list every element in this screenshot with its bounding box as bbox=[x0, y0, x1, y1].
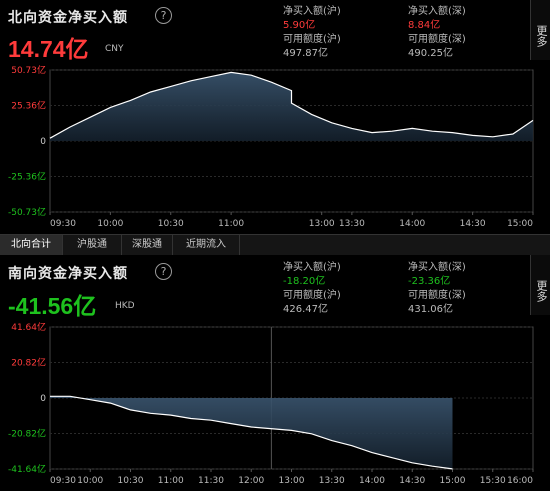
y-tick-label: -50.73亿 bbox=[8, 206, 46, 218]
tab-north-total[interactable]: 北向合计 bbox=[0, 235, 63, 255]
north-chart: 50.73亿 25.36亿 0 -25.36亿 -50.73亿 09:30 10:00 10:… bbox=[0, 62, 550, 234]
x-tick-label: 11:00 bbox=[218, 219, 244, 229]
south-total: -41.56亿 bbox=[8, 287, 96, 321]
series-area bbox=[50, 72, 533, 141]
tab-shenzhen-connect[interactable]: 深股通 bbox=[122, 235, 173, 255]
x-tick-label: 11:30 bbox=[198, 476, 224, 486]
x-tick-label: 15:00 bbox=[440, 476, 466, 486]
x-tick-label: 13:30 bbox=[339, 219, 365, 229]
tab-shanghai-connect[interactable]: 沪股通 bbox=[63, 235, 122, 255]
x-tick-label: 10:00 bbox=[77, 476, 103, 486]
north-more-button[interactable]: 更多 bbox=[530, 0, 550, 60]
x-tick-label: 13:30 bbox=[319, 476, 345, 486]
x-tick-label: 09:30 bbox=[50, 219, 76, 229]
north-avail-sz-value: 490.25亿 bbox=[408, 44, 453, 59]
tab-recent-inflow[interactable]: 近期流入 bbox=[173, 235, 240, 255]
x-tick-label: 14:30 bbox=[460, 219, 486, 229]
south-currency: HKD bbox=[115, 301, 135, 311]
x-tick-label: 10:30 bbox=[118, 476, 144, 486]
north-help-icon[interactable]: ? bbox=[155, 7, 172, 24]
north-title: 北向资金净买入额 bbox=[8, 7, 128, 27]
north-net-sz-value: 8.84亿 bbox=[408, 16, 440, 31]
south-avail-sh-value: 426.47亿 bbox=[283, 300, 328, 315]
x-tick-label: 12:00 bbox=[238, 476, 264, 486]
south-avail-sh-label: 可用额度(沪) bbox=[283, 286, 341, 301]
south-avail-sz-label: 可用额度(深) bbox=[408, 286, 466, 301]
north-avail-sz-label: 可用额度(深) bbox=[408, 30, 466, 45]
tab-bar: 北向合计 沪股通 深股通 近期流入 bbox=[0, 234, 550, 256]
south-net-sh-label: 净买入额(沪) bbox=[283, 258, 341, 273]
south-more-button[interactable]: 更多 bbox=[530, 255, 550, 315]
y-tick-label: 50.73亿 bbox=[11, 64, 46, 76]
south-avail-sz-value: 431.06亿 bbox=[408, 300, 453, 315]
y-tick-label: -25.36亿 bbox=[8, 170, 46, 182]
y-tick-label: -20.82亿 bbox=[8, 428, 46, 440]
north-currency: CNY bbox=[105, 44, 124, 54]
south-net-sz-label: 净买入额(深) bbox=[408, 258, 466, 273]
y-tick-label: 25.36亿 bbox=[11, 100, 46, 112]
x-tick-label: 14:00 bbox=[399, 219, 425, 229]
x-tick-label: 11:00 bbox=[158, 476, 184, 486]
x-tick-label: 13:00 bbox=[279, 476, 305, 486]
y-tick-label: 0 bbox=[40, 394, 46, 404]
x-tick-label: 15:30 bbox=[480, 476, 506, 486]
south-title: 南向资金净买入额 bbox=[8, 263, 128, 283]
north-avail-sh-label: 可用额度(沪) bbox=[283, 30, 341, 45]
north-net-sh-label: 净买入额(沪) bbox=[283, 2, 341, 17]
x-tick-label: 10:00 bbox=[97, 219, 123, 229]
north-net-sz-label: 净买入额(深) bbox=[408, 2, 466, 17]
north-avail-sh-value: 497.87亿 bbox=[283, 44, 328, 59]
x-tick-label: 13:00 bbox=[309, 219, 335, 229]
x-tick-label: 14:00 bbox=[359, 476, 385, 486]
y-tick-label: 20.82亿 bbox=[11, 357, 46, 369]
x-tick-label: 10:30 bbox=[158, 219, 184, 229]
x-tick-label: 09:30 bbox=[50, 476, 76, 486]
north-panel: 北向资金净买入额 ? 14.74亿 CNY 净买入额(沪) 5.90亿 可用额度… bbox=[0, 0, 550, 234]
y-tick-label: 41.64亿 bbox=[11, 321, 46, 333]
x-tick-label: 14:30 bbox=[399, 476, 425, 486]
north-total: 14.74亿 bbox=[8, 30, 89, 64]
south-net-sh-value: -18.20亿 bbox=[283, 272, 325, 287]
x-tick-label: 15:00 bbox=[507, 219, 533, 229]
south-net-sz-value: -23.36亿 bbox=[408, 272, 450, 287]
south-help-icon[interactable]: ? bbox=[155, 263, 172, 280]
y-tick-label: 0 bbox=[40, 137, 46, 147]
south-panel: 南向资金净买入额 ? -41.56亿 HKD 净买入额(沪) -18.20亿 可… bbox=[0, 255, 550, 489]
north-net-sh-value: 5.90亿 bbox=[283, 16, 315, 31]
y-tick-label: -41.64亿 bbox=[8, 463, 46, 475]
x-tick-label: 16:00 bbox=[507, 476, 533, 486]
